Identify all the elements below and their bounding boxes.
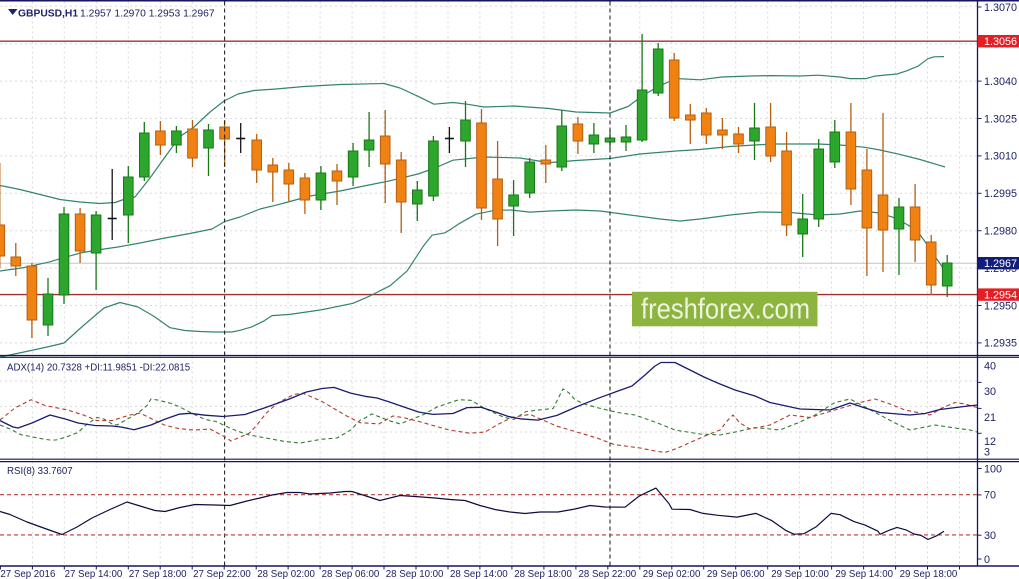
svg-text:27 Sep 14:00: 27 Sep 14:00	[65, 569, 123, 579]
svg-text:GBPUSD,H1: GBPUSD,H1	[18, 9, 78, 20]
svg-text:1.2980: 1.2980	[984, 226, 1017, 238]
svg-text:29 Sep 06:00: 29 Sep 06:00	[707, 569, 765, 579]
svg-text:1.2957 1.2970 1.2953 1.2967: 1.2957 1.2970 1.2953 1.2967	[80, 9, 215, 20]
svg-text:29 Sep 18:00: 29 Sep 18:00	[900, 569, 958, 579]
svg-text:27 Sep 18:00: 27 Sep 18:00	[129, 569, 187, 579]
svg-text:100: 100	[984, 463, 1002, 475]
svg-text:1.3025: 1.3025	[984, 113, 1017, 125]
svg-text:28 Sep 18:00: 28 Sep 18:00	[514, 569, 572, 579]
svg-text:29 Sep 02:00: 29 Sep 02:00	[643, 569, 701, 579]
svg-text:0: 0	[984, 554, 990, 566]
svg-text:1.2995: 1.2995	[984, 188, 1017, 200]
svg-text:28 Sep 14:00: 28 Sep 14:00	[450, 569, 508, 579]
svg-text:1.2967: 1.2967	[984, 258, 1017, 270]
svg-text:27 Sep 22:00: 27 Sep 22:00	[193, 569, 251, 579]
svg-text:1.2950: 1.2950	[984, 300, 1017, 312]
svg-text:29 Sep 10:00: 29 Sep 10:00	[771, 569, 829, 579]
svg-text:3: 3	[984, 447, 990, 459]
svg-text:28 Sep 02:00: 28 Sep 02:00	[257, 569, 315, 579]
svg-text:27 Sep 2016: 27 Sep 2016	[0, 569, 55, 579]
svg-text:1.2935: 1.2935	[984, 338, 1017, 350]
svg-text:28 Sep 06:00: 28 Sep 06:00	[322, 569, 380, 579]
svg-text:1.3056: 1.3056	[984, 36, 1017, 48]
svg-text:28 Sep 22:00: 28 Sep 22:00	[579, 569, 637, 579]
svg-text:RSI(8) 33.7607: RSI(8) 33.7607	[7, 466, 73, 477]
svg-text:1.3070: 1.3070	[984, 2, 1017, 14]
svg-text:12: 12	[984, 436, 996, 448]
svg-text:1.2954: 1.2954	[984, 290, 1017, 302]
svg-text:30: 30	[984, 386, 996, 398]
svg-text:21: 21	[984, 412, 996, 424]
svg-text:40: 40	[984, 360, 996, 372]
svg-text:ADX(14) 20.7328 +DI:11.9851 -D: ADX(14) 20.7328 +DI:11.9851 -DI:22.0815	[7, 363, 190, 374]
svg-text:70: 70	[984, 490, 996, 502]
svg-text:29 Sep 14:00: 29 Sep 14:00	[835, 569, 893, 579]
svg-text:1.3040: 1.3040	[984, 76, 1017, 88]
svg-text:freshforex.com: freshforex.com	[641, 294, 810, 326]
svg-text:28 Sep 10:00: 28 Sep 10:00	[386, 569, 444, 579]
svg-text:30: 30	[984, 530, 996, 542]
svg-text:1.3010: 1.3010	[984, 151, 1017, 163]
